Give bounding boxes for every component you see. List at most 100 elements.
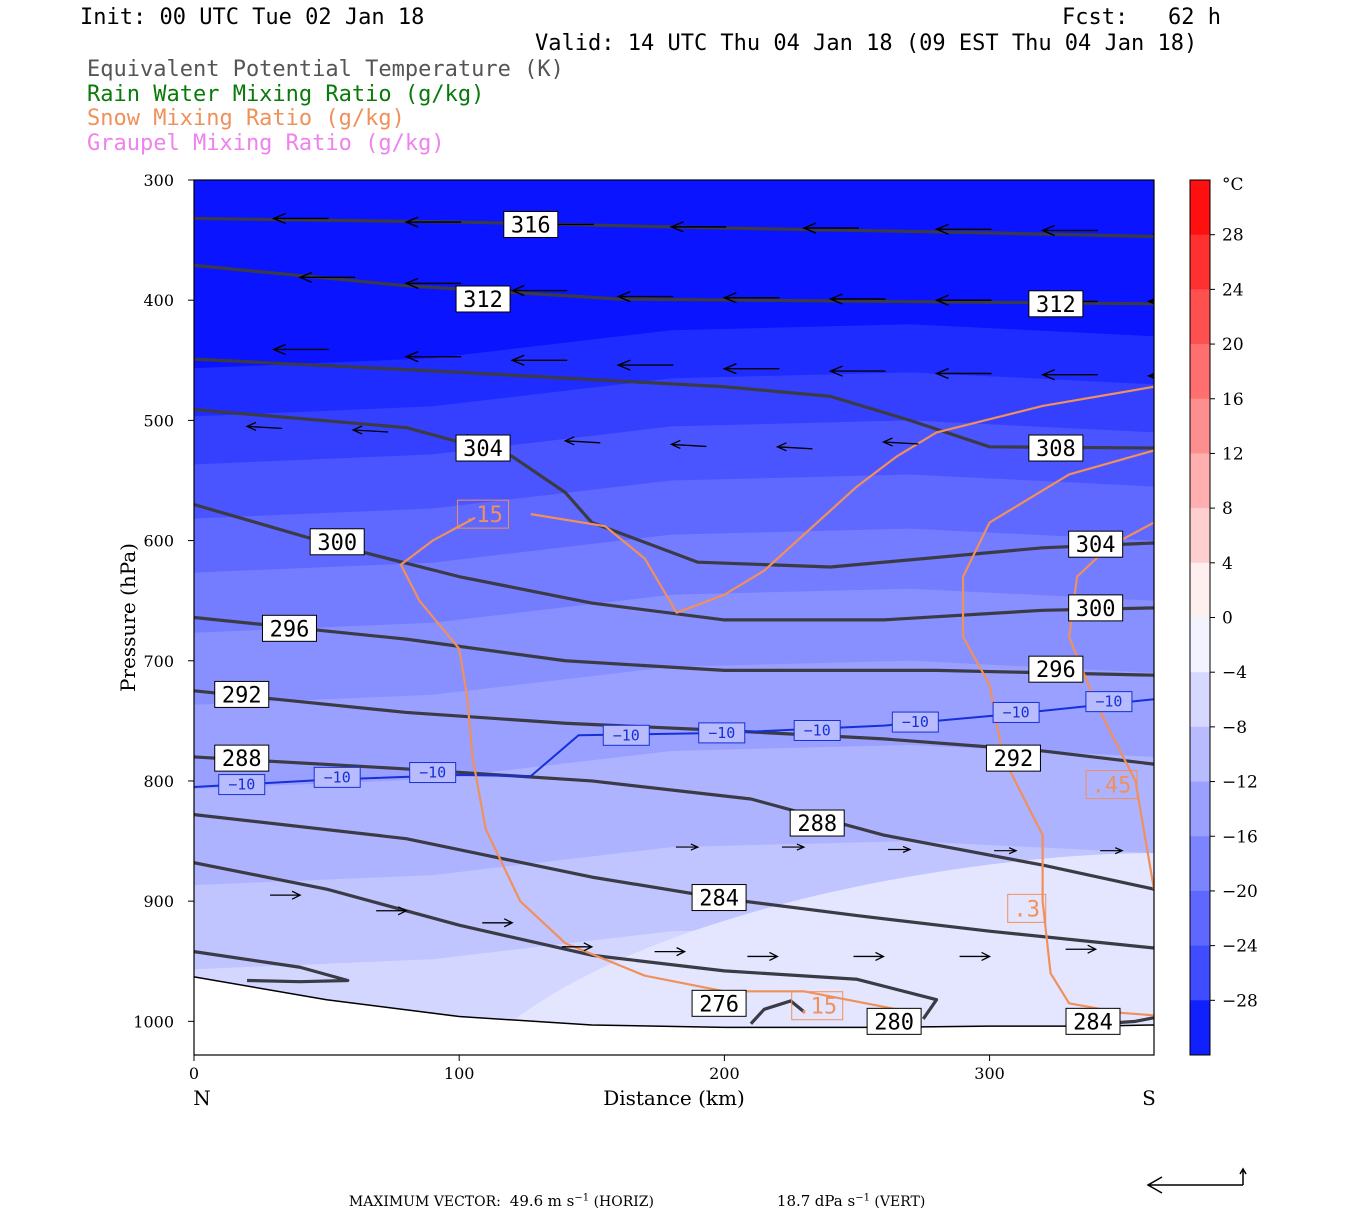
theta-e-label-box — [1068, 530, 1124, 558]
theta-e-label-box — [691, 884, 747, 912]
wind-vector — [616, 359, 674, 371]
colorbar-label: 20 — [1222, 335, 1244, 355]
wind-vector — [271, 343, 329, 356]
wind-vector — [351, 425, 389, 435]
wind-vector — [775, 442, 813, 452]
isotherm-label: −10 — [419, 764, 446, 782]
theta-e-label: 300 — [317, 531, 357, 556]
theta-e-label: 304 — [463, 437, 503, 462]
wind-vector — [510, 284, 568, 297]
colorbar-segment — [1190, 726, 1210, 783]
wind-vector — [270, 890, 302, 900]
vert-vector-value: 18.7 — [776, 1192, 811, 1210]
theta-e-label-box — [866, 1007, 922, 1035]
theta-e-label-box — [214, 680, 270, 708]
x-tick-label: 300 — [974, 1064, 1005, 1083]
colorbar-segment — [1190, 836, 1210, 892]
wind-vector — [1146, 372, 1154, 379]
horiz-vector-exponent: −1 — [574, 1192, 590, 1204]
x-tick-label: 0 — [189, 1064, 199, 1083]
wind-vector — [828, 365, 886, 377]
wind-vector — [934, 223, 992, 235]
y-tick-label: 700 — [143, 652, 174, 671]
colorbar-segment — [1190, 945, 1210, 1001]
theta-e-label-box — [789, 809, 845, 837]
colorbar-label: −8 — [1222, 718, 1247, 738]
wind-vector — [828, 293, 886, 305]
isotherm-label: −10 — [324, 768, 351, 786]
isotherm-label-box — [891, 711, 939, 733]
colorbar-segment — [1190, 180, 1210, 236]
theta-e-label: 304 — [1076, 533, 1116, 558]
isotherm-label-box — [409, 762, 457, 784]
theta-e-label: 284 — [699, 887, 739, 912]
vert-vector-exponent: −1 — [855, 1192, 870, 1204]
theta-e-label-box — [503, 210, 559, 238]
y-tick-label: 500 — [143, 411, 174, 430]
snow-label-box — [1085, 770, 1138, 800]
theta-e-contour — [194, 950, 350, 984]
x-axis-title: Distance (km) — [603, 1086, 745, 1110]
y-tick-label: 400 — [143, 291, 174, 310]
isotherm-label: −10 — [1095, 693, 1122, 711]
theta-e-label: 308 — [1036, 437, 1076, 462]
snow-label: .15 — [797, 995, 837, 1020]
colorbar-label: 4 — [1222, 554, 1233, 574]
theta-e-label: 296 — [1036, 658, 1076, 683]
isotherm-label-box — [992, 701, 1040, 723]
wind-vector — [404, 351, 462, 363]
vert-vector-note: 18.7 dPa s−1 (VERT) — [768, 1176, 925, 1210]
theta-e-label-box — [261, 614, 317, 642]
theta-e-contour — [194, 216, 1154, 239]
wind-vector — [404, 277, 462, 290]
theta-e-label: 276 — [699, 992, 739, 1017]
reference-vector-arrow — [1146, 1167, 1247, 1194]
wind-vector — [1040, 369, 1098, 381]
wind-vector — [853, 951, 885, 962]
snow-label-box — [1007, 893, 1047, 923]
wind-vector — [563, 436, 601, 446]
colorbar-label: 12 — [1222, 444, 1244, 464]
colorbar-label: 0 — [1222, 609, 1233, 629]
theta-e-label: 312 — [1036, 293, 1076, 318]
isotherm-label-box — [313, 766, 361, 788]
isotherm-label: −10 — [804, 721, 831, 739]
wind-vector — [781, 843, 806, 851]
theta-e-label: 284 — [1073, 1010, 1113, 1035]
isotherm-label-box — [602, 724, 650, 746]
wind-vector — [271, 212, 329, 225]
isotherm-label: −10 — [613, 726, 640, 744]
isotherm-label: −10 — [228, 776, 255, 794]
max-vector-note: MAXIMUM VECTOR: 49.6 m s−1 (HORIZ) — [340, 1176, 654, 1210]
wind-vector — [802, 222, 859, 234]
colorbar-segment — [1190, 781, 1210, 837]
colorbar-segment — [1190, 344, 1210, 400]
valid-time: Valid: 14 UTC Thu 04 Jan 18 (09 EST Thu … — [535, 31, 1198, 56]
theta-e-label-box — [1028, 434, 1084, 462]
theta-e-label: 288 — [222, 747, 262, 772]
isotherm-label: −10 — [708, 724, 735, 742]
theta-e-contour — [194, 263, 1154, 306]
colorbar-label: −16 — [1222, 827, 1258, 847]
wind-vector — [1146, 298, 1154, 305]
forecast-hour: Fcst: 62 h — [1062, 5, 1221, 30]
wind-vector — [994, 847, 1018, 855]
theta-e-label-box — [214, 744, 270, 772]
wind-vector — [669, 439, 707, 450]
wind-vector — [747, 951, 779, 962]
isotherm-label-box — [218, 774, 266, 796]
x-tick-label: 200 — [709, 1064, 740, 1083]
plot-frame — [193, 179, 1155, 1056]
colorbar-segment — [1190, 398, 1210, 454]
colorbar-segment — [1190, 890, 1210, 947]
wind-vector — [510, 354, 568, 366]
theta-e-label: 288 — [797, 812, 837, 837]
colorbar-label: 28 — [1222, 226, 1244, 246]
snow-label: .45 — [1092, 774, 1132, 799]
theta-e-label-box — [455, 285, 511, 313]
isotherm-minus10 — [194, 698, 1154, 788]
wind-vector — [1065, 944, 1098, 954]
theta-e-label: 292 — [222, 683, 262, 708]
theta-e-label: 300 — [1076, 597, 1116, 622]
